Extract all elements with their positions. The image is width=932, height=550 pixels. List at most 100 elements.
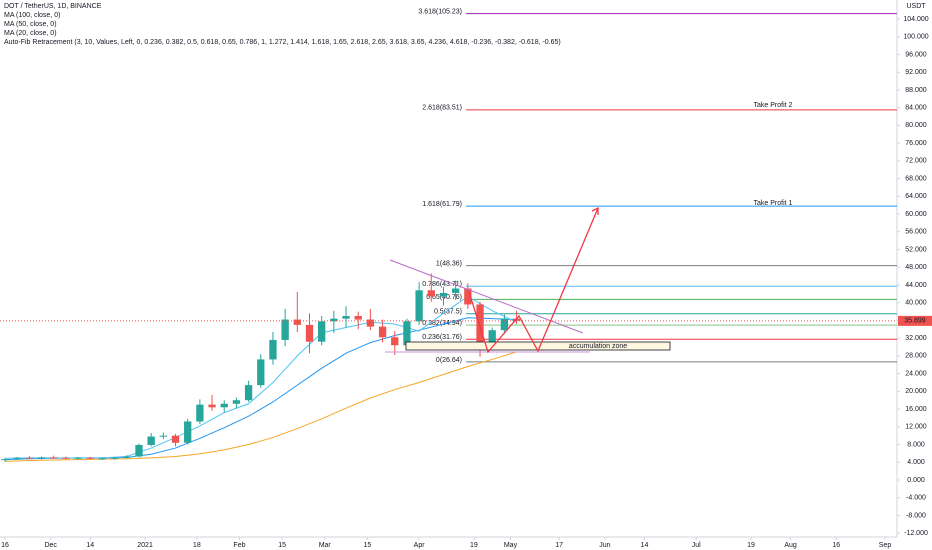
candle-body <box>293 319 301 325</box>
y-tick-label: 100.000 <box>903 34 928 41</box>
fib-label: 1.618(61.79) <box>422 201 462 208</box>
fib-label: 2.618(83.51) <box>422 105 462 112</box>
x-tick-label: Aug <box>784 542 797 549</box>
y-tick-label: 84.000 <box>905 105 927 112</box>
last-price-box <box>898 315 932 326</box>
y-tick-label: 0.000 <box>907 477 925 484</box>
y-tick-label: 64.000 <box>905 193 927 200</box>
x-tick-label: 15 <box>363 542 371 549</box>
projection-arrow <box>468 207 599 354</box>
fib-label: 0.786(43.71) <box>422 281 462 288</box>
candle-body <box>281 319 289 340</box>
candle-body <box>208 404 216 408</box>
candle-body <box>110 457 119 459</box>
indicator-label: MA (100, close, 0) <box>4 12 60 19</box>
y-tick-label: 4.000 <box>907 459 925 466</box>
indicator-label: MA (50, close, 0) <box>4 21 57 28</box>
candle-body <box>415 290 423 322</box>
y-tick-label: 44.000 <box>905 282 927 289</box>
last-price-label: 35.899 <box>904 318 926 325</box>
y-tick-label: 16.000 <box>905 406 927 413</box>
x-tick-label: May <box>504 542 518 549</box>
candle-body <box>257 359 265 386</box>
candle-body <box>500 318 509 331</box>
y-tick-label: 56.000 <box>905 229 927 236</box>
candle-body <box>1 459 9 461</box>
annotation: accumulation zone <box>569 343 627 350</box>
candle-body <box>330 318 338 322</box>
y-tick-label: 12.000 <box>905 424 927 431</box>
candle-body <box>269 339 277 360</box>
candle-body <box>488 330 496 345</box>
x-tick-label: 16 <box>832 542 840 549</box>
y-tick-label: 80.000 <box>905 122 927 129</box>
fib-label: 0.382(34.94) <box>422 320 462 327</box>
y-tick-label: 28.000 <box>905 353 927 360</box>
candle-body <box>74 457 82 459</box>
candle-body <box>184 421 192 443</box>
x-tick-label: Feb <box>233 542 245 549</box>
x-tick-label: 14 <box>86 542 94 549</box>
candle-body <box>50 457 58 459</box>
candle-body <box>378 326 387 338</box>
indicator-label: MA (20, close, 0) <box>4 30 57 37</box>
candle-body <box>159 435 167 437</box>
x-tick-label: Mar <box>319 542 332 549</box>
fib-label: 1(48.36) <box>436 260 462 267</box>
annotation: Take Profit 2 <box>754 102 793 109</box>
y-tick-label: 96.000 <box>905 51 927 58</box>
candle-body <box>147 436 155 445</box>
fib-label: 0.65(40.76) <box>426 294 462 301</box>
annotation: Take Profit 1 <box>754 200 793 207</box>
x-tick-label: 17 <box>555 542 563 549</box>
y-tick-label: 92.000 <box>905 69 927 76</box>
y-tick-label: 88.000 <box>905 87 927 94</box>
x-tick-label: 14 <box>641 542 649 549</box>
candle-body <box>62 457 70 459</box>
candle-body <box>427 290 435 297</box>
candle-body <box>305 324 314 342</box>
y-tick-label: 40.000 <box>905 300 927 307</box>
x-tick-label: Sep <box>879 542 892 549</box>
x-tick-label: Jul <box>692 542 701 549</box>
y-tick-label: 76.000 <box>905 140 927 147</box>
x-tick-label: 19 <box>747 542 755 549</box>
x-tick-label: 15 <box>278 542 286 549</box>
candle-body <box>232 400 241 404</box>
candle-body <box>354 315 362 320</box>
indicator-label: Auto-Fib Retracement (3, 10, Values, Lef… <box>4 39 561 46</box>
candle-body <box>123 456 131 458</box>
candle-body <box>464 288 472 305</box>
candle-body <box>403 321 411 346</box>
currency-label: USDT <box>906 3 926 10</box>
y-tick-label: 48.000 <box>905 264 927 271</box>
candle-body <box>391 337 399 346</box>
candle-body <box>342 315 350 319</box>
y-tick-label: 24.000 <box>905 370 927 377</box>
fib-label: 0(26.64) <box>436 357 462 364</box>
candle-body <box>25 457 34 459</box>
x-tick-label: 16 <box>1 542 9 549</box>
y-tick-label: 52.000 <box>905 246 927 253</box>
arrow-head <box>591 206 599 215</box>
fib-label: 0.236(31.76) <box>422 334 462 341</box>
candle-body <box>135 444 143 457</box>
candle-body <box>171 435 180 443</box>
candle-body <box>244 385 253 401</box>
plot: 3.618(105.23) 2.618(83.51) 1.618(61.79) 1(4… <box>0 8 897 462</box>
candle-body <box>452 288 460 293</box>
y-tick-label: 68.000 <box>905 175 927 182</box>
candle-body <box>476 304 484 345</box>
candle-body <box>13 457 21 460</box>
candle-body <box>37 457 46 459</box>
candle-body <box>86 457 94 459</box>
candle-body <box>439 292 448 297</box>
x-tick-label: Jun <box>599 542 610 549</box>
accumulation-zone-box <box>405 341 671 351</box>
candle-body <box>366 319 375 327</box>
candle-body <box>318 321 326 342</box>
y-tick-label: -4.000 <box>906 495 926 502</box>
y-tick-label: -8.000 <box>906 512 926 519</box>
y-tick-label: 72.000 <box>905 158 927 165</box>
